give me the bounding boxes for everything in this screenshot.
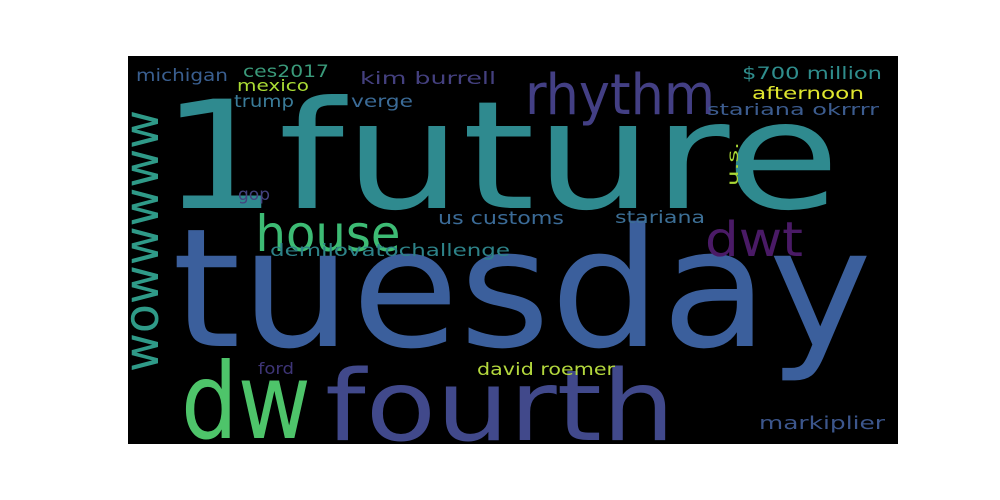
word-mexico: mexico bbox=[237, 76, 309, 95]
word-cloud: 1future tuesday dw fourth wowwwww rhythm… bbox=[128, 56, 898, 444]
word-cloud-canvas: 1future tuesday dw fourth wowwwww rhythm… bbox=[128, 62, 886, 444]
word-michigan: michigan bbox=[136, 66, 228, 86]
word-dwt: dwt bbox=[705, 212, 803, 268]
word-trump: trump bbox=[234, 92, 294, 112]
word-david-roemer: david roemer bbox=[477, 360, 615, 380]
word-demilovatochallenge: demilovatochallenge bbox=[270, 241, 510, 261]
word-700-million: $700 million bbox=[742, 64, 882, 84]
word-ford: ford bbox=[258, 359, 294, 378]
word-stariana: stariana bbox=[615, 208, 705, 228]
word-ces2017: ces2017 bbox=[243, 62, 329, 82]
word-afternoon: afternoon bbox=[752, 84, 864, 104]
word-stariana-okrrrr: stariana okrrrr bbox=[707, 100, 880, 119]
word-us-customs: us customs bbox=[438, 208, 564, 229]
word-verge: verge bbox=[351, 92, 413, 112]
word-house: house bbox=[256, 205, 401, 263]
word-tuesday: tuesday bbox=[172, 193, 872, 385]
word-1future: 1future bbox=[160, 70, 840, 244]
word-gop: gop bbox=[238, 185, 270, 205]
word-dw: dw bbox=[181, 341, 311, 444]
word-kim-burrell: kim burrell bbox=[360, 69, 496, 89]
word-us-dot: u.s. bbox=[724, 142, 742, 186]
word-markiplier: markiplier bbox=[759, 413, 886, 434]
word-rhythm: rhythm bbox=[525, 63, 715, 128]
word-fourth: fourth bbox=[325, 350, 675, 444]
word-wowwwww: wowwwww bbox=[128, 110, 170, 372]
